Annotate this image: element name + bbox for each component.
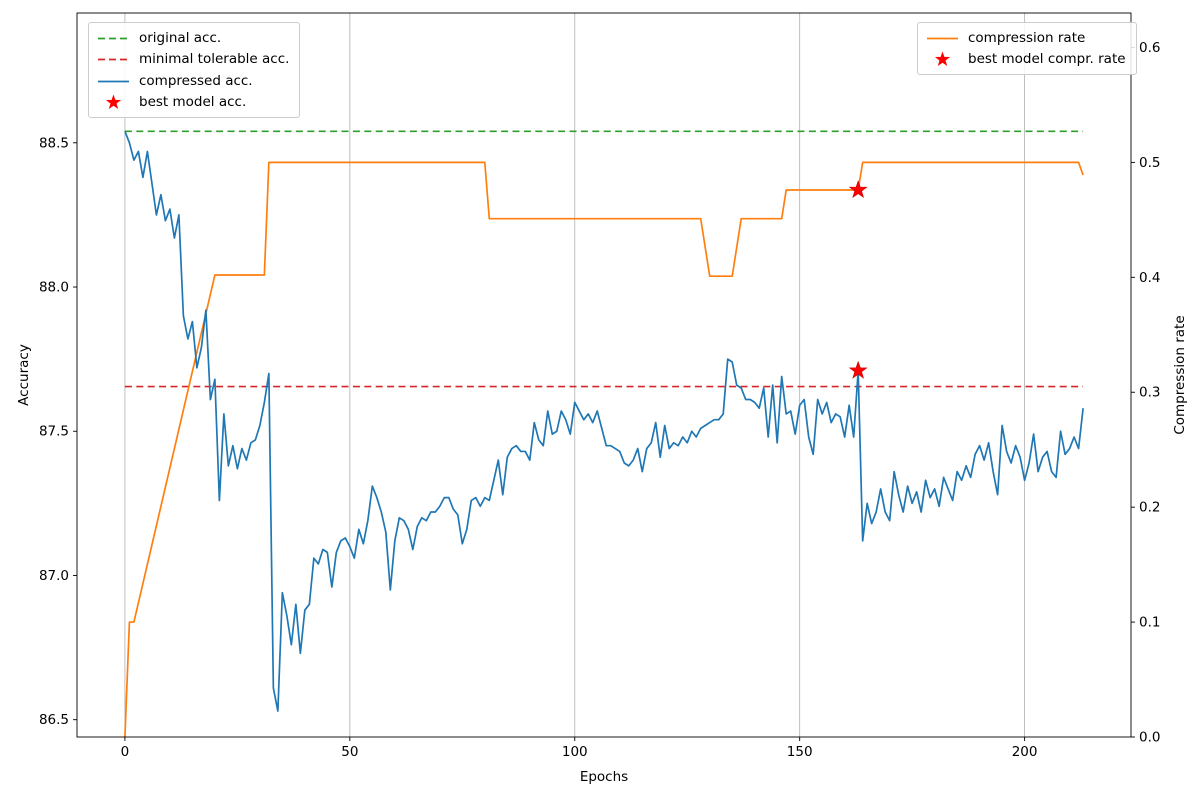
star-icon	[934, 51, 951, 67]
x-tick-label: 50	[341, 744, 358, 760]
x-tick-label: 150	[787, 744, 813, 760]
legend-line-sample-icon	[927, 37, 958, 40]
legend-star-icon	[934, 51, 951, 67]
y-left-tick-label: 88.5	[39, 135, 69, 151]
y-left-tick-label: 88.0	[39, 280, 69, 296]
legend-item: original acc.	[97, 27, 289, 49]
legend-item-label: best model acc.	[139, 94, 247, 111]
legend-item-label: compression rate	[968, 29, 1086, 46]
y-axis-label-right: Compression rate	[1172, 315, 1188, 435]
legend-item: compression rate	[926, 27, 1126, 49]
legend-item: minimal tolerable acc.	[97, 49, 289, 71]
legend-item-label: compressed acc.	[139, 72, 253, 89]
x-tick-label: 200	[1012, 744, 1038, 760]
y-right-tick-label: 0.6	[1139, 40, 1160, 56]
y-right-tick-label: 0.4	[1139, 270, 1160, 286]
plot-border	[76, 12, 1132, 738]
axis-ticks: 0 50 100 150 200 86.5 87.0 87.5 88.0 88.5 0.0 0.1 0.…	[39, 40, 1161, 760]
y-left-tick-label: 87.0	[39, 568, 69, 584]
legend-compression: compression rate best model compr. rate	[917, 22, 1137, 75]
legend-accuracy: original acc. minimal tolerable acc. compr…	[88, 22, 301, 118]
legend-item: best model compr. rate	[926, 49, 1126, 71]
data-series	[124, 130, 1084, 737]
legend-item-label: minimal tolerable acc.	[139, 51, 290, 68]
y-right-tick-label: 0.0	[1139, 730, 1160, 746]
legend-item-label: original acc.	[139, 29, 222, 46]
y-right-tick-label: 0.1	[1139, 615, 1160, 631]
best-model-compr-star-icon	[848, 180, 868, 198]
y-right-tick-label: 0.5	[1139, 155, 1160, 171]
star-icon	[105, 94, 122, 110]
legend-line-sample-icon	[98, 58, 129, 61]
y-axis-label-left: Accuracy	[16, 344, 32, 406]
y-right-tick-label: 0.3	[1139, 385, 1160, 401]
legend-item: best model acc.	[97, 92, 289, 114]
compressed-acc-line	[124, 130, 1084, 712]
gridlines	[124, 13, 1026, 737]
y-left-tick-label: 87.5	[39, 424, 69, 440]
legend-item-label: best model compr. rate	[968, 51, 1126, 68]
x-tick-label: 0	[121, 744, 130, 760]
y-left-tick-label: 86.5	[39, 712, 69, 728]
x-axis-label: Epochs	[579, 769, 629, 785]
legend-star-icon	[105, 94, 122, 110]
legend-line-sample-icon	[98, 37, 129, 40]
legend-line-sample-icon	[98, 80, 129, 83]
x-tick-label: 100	[562, 744, 588, 760]
legend-item: compressed acc.	[97, 70, 289, 92]
best-model-acc-star-icon	[848, 360, 868, 379]
y-right-tick-label: 0.2	[1139, 500, 1160, 516]
compression-rate-line	[124, 161, 1084, 737]
